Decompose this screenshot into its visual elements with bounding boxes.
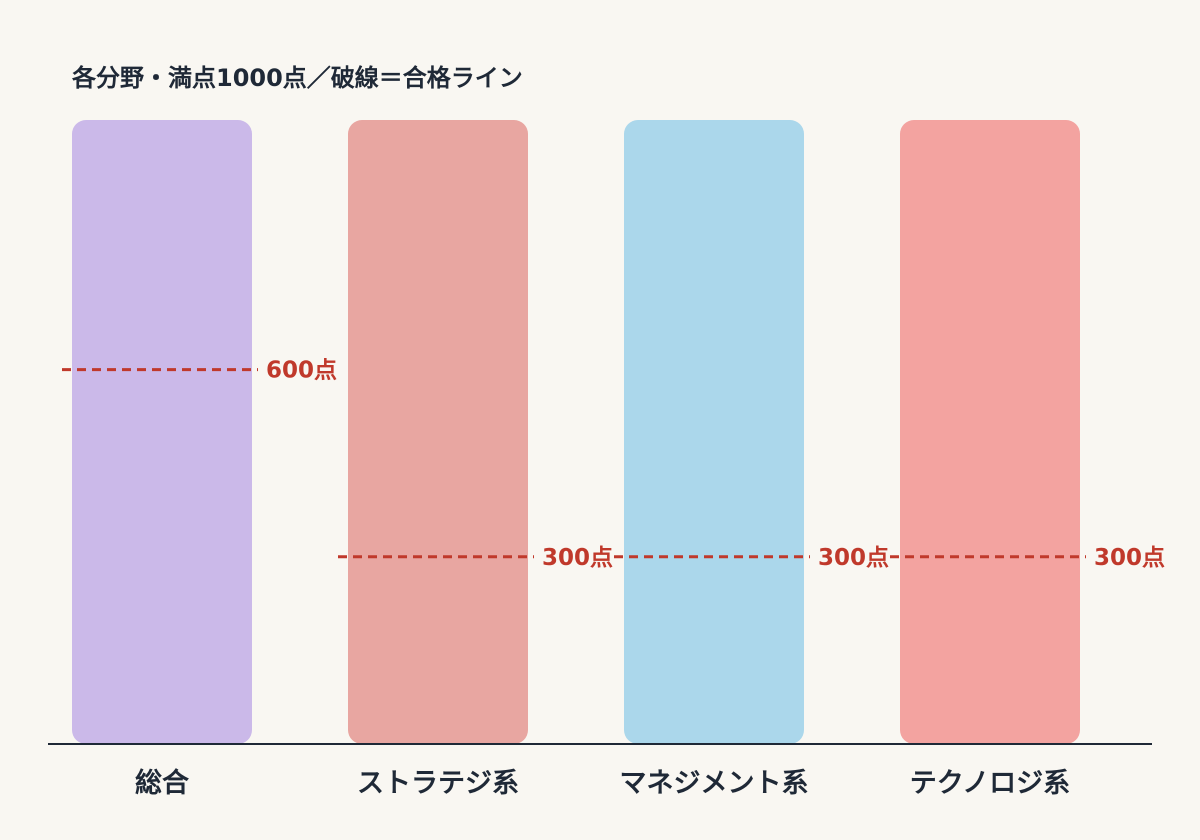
category-label-2: ストラテジ系: [357, 768, 519, 799]
bar-1: [72, 120, 252, 744]
bars-layer: [72, 120, 1080, 744]
pass-line-label-1: 600点: [266, 358, 337, 384]
category-label-1: 総合: [135, 767, 189, 799]
category-label-4: テクノロジ系: [910, 768, 1070, 799]
pass-line-label-2: 300点: [542, 545, 613, 571]
category-label-3: マネジメント系: [620, 768, 809, 799]
pass-line-label-4: 300点: [1094, 545, 1165, 571]
pass-line-label-3: 300点: [818, 545, 889, 571]
bar-2: [348, 120, 528, 744]
category-labels-layer: 総合 ストラテジ系 マネジメント系 テクノロジ系: [135, 767, 1070, 799]
bar-4: [900, 120, 1080, 744]
pass-lines-layer: 600点 300点 300点 300点: [62, 358, 1165, 571]
chart-title: 各分野・満点1000点／破線＝合格ライン: [72, 64, 523, 92]
bar-3: [624, 120, 804, 744]
